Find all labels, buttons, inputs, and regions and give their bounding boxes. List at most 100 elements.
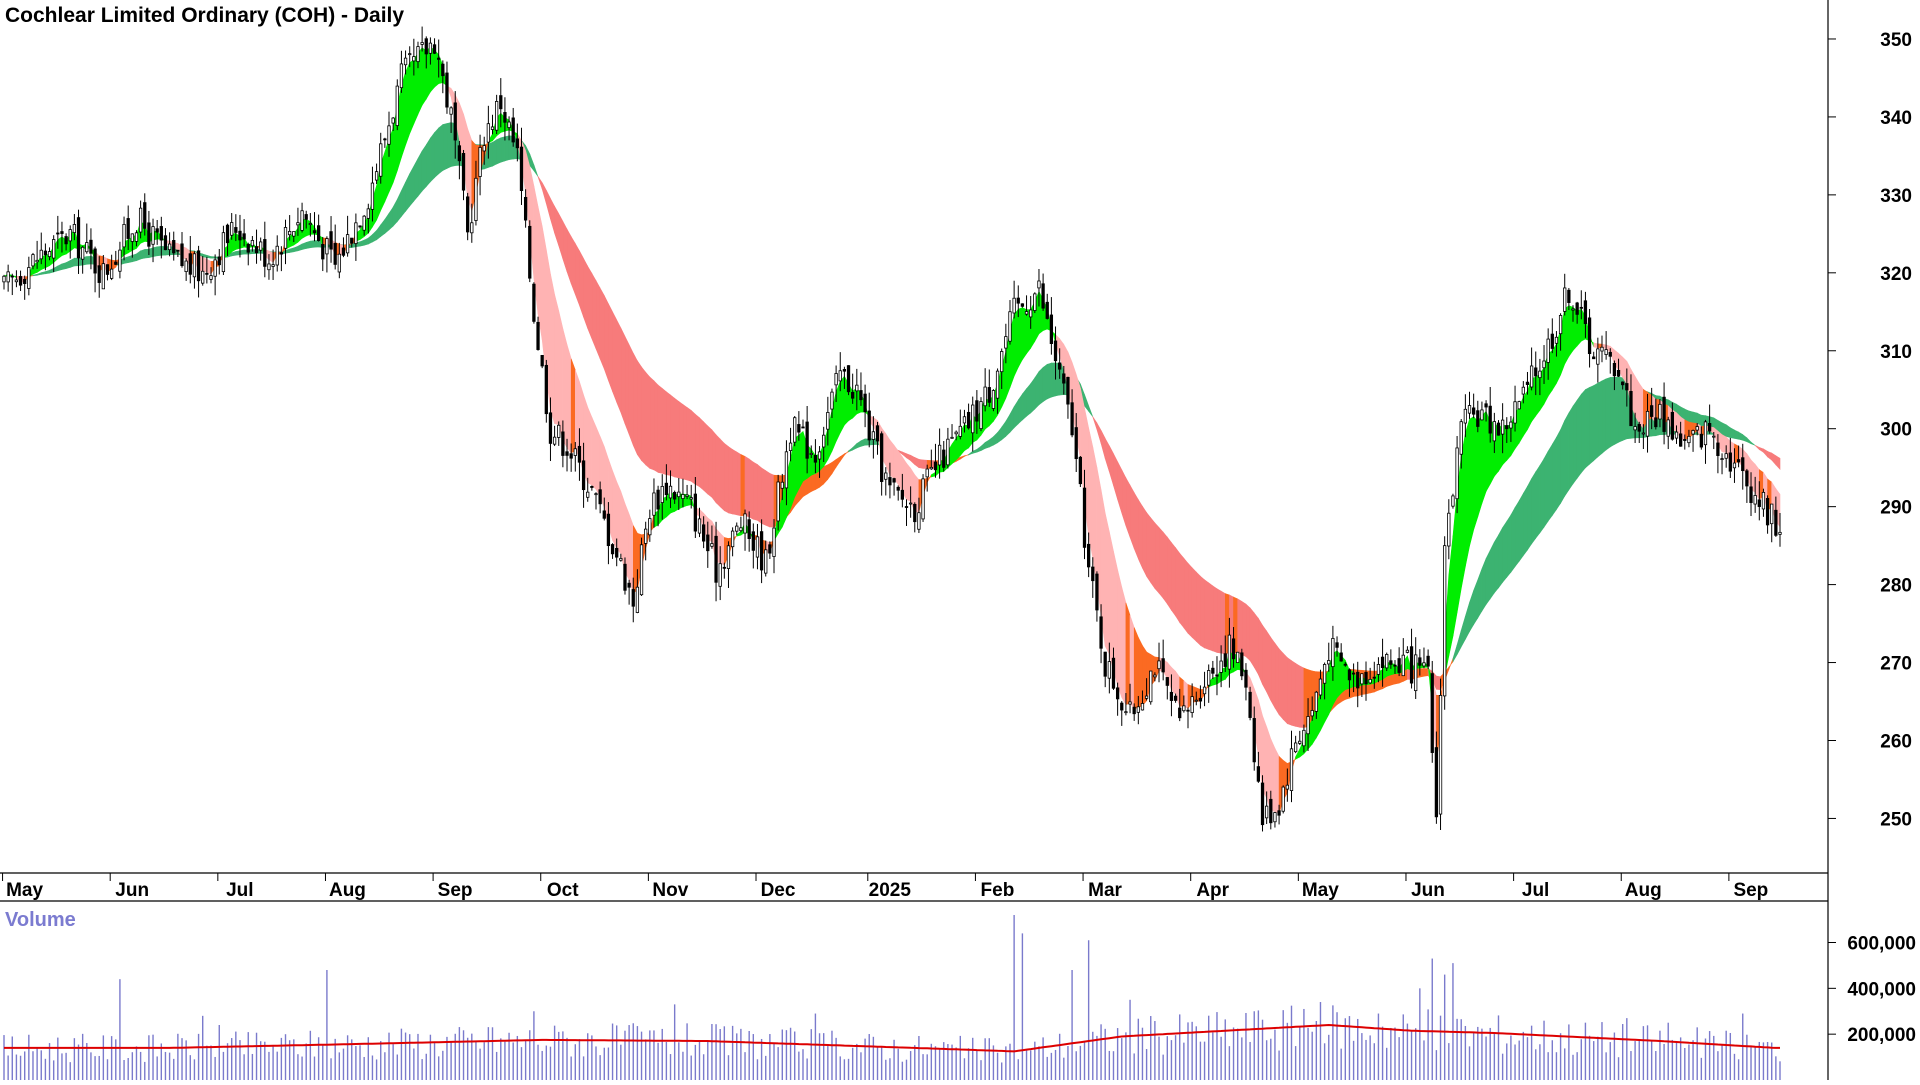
candle-body: [189, 254, 191, 275]
candle-body: [222, 233, 224, 272]
candle-body: [905, 507, 907, 508]
long-ribbon-segment: [1453, 645, 1457, 662]
candle-body: [744, 514, 746, 533]
candle-body: [847, 366, 849, 392]
candle-body: [239, 231, 241, 240]
short-ribbon-segment: [575, 370, 579, 456]
candle-body: [272, 265, 274, 267]
candle-body: [1775, 510, 1777, 535]
candle: [181, 232, 183, 268]
candle-body: [1377, 664, 1379, 674]
price-tick-label: 290: [1880, 498, 1912, 519]
long-ribbon-segment: [915, 458, 919, 468]
candle: [644, 522, 646, 561]
candle-body: [1621, 382, 1623, 385]
candle-body: [566, 452, 568, 456]
long-ribbon-segment: [1221, 591, 1225, 654]
long-ribbon-segment: [1267, 631, 1271, 700]
short-ribbon-segment: [1122, 587, 1126, 704]
candle: [1414, 637, 1416, 699]
candle-body: [1125, 712, 1127, 713]
candle: [1518, 401, 1520, 410]
candle: [1609, 348, 1611, 373]
candle-body: [694, 494, 696, 531]
candle-body: [644, 529, 646, 543]
candle-body: [789, 443, 791, 451]
candle-body: [379, 144, 381, 176]
candle-body: [831, 392, 833, 409]
candle-body: [276, 246, 278, 265]
long-ribbon-segment: [1176, 548, 1180, 623]
short-ribbon-segment: [571, 359, 575, 453]
candle: [384, 138, 386, 148]
long-ribbon-segment: [1250, 608, 1254, 667]
price-tick-label: 320: [1880, 264, 1912, 285]
candle: [1472, 394, 1474, 419]
short-ribbon-segment: [1536, 374, 1540, 416]
candle-body: [1170, 692, 1172, 700]
candle-body: [309, 223, 311, 224]
candle-body: [342, 248, 344, 255]
long-ribbon-segment: [1598, 381, 1602, 457]
long-ribbon-segment: [501, 137, 505, 162]
short-ribbon-segment: [1014, 309, 1018, 376]
candle-body: [1671, 412, 1673, 439]
short-ribbon-segment: [596, 427, 600, 497]
candle-body: [1489, 406, 1491, 433]
candle-body: [702, 525, 704, 541]
candle-body: [462, 153, 464, 190]
short-ribbon-segment: [1470, 417, 1474, 547]
candle-body: [586, 492, 588, 497]
long-ribbon-segment: [687, 408, 691, 482]
candle-body: [69, 230, 71, 241]
candle-body: [673, 492, 675, 499]
candle-body: [769, 545, 771, 553]
candle-body: [110, 269, 112, 278]
candle-body: [1713, 436, 1715, 437]
candle-body: [1038, 281, 1040, 288]
candle: [545, 360, 547, 423]
candle-body: [1067, 377, 1069, 404]
candle-body: [1742, 458, 1744, 471]
candle-body: [1547, 339, 1549, 362]
candle: [1241, 649, 1243, 680]
long-ribbon-segment: [1585, 387, 1589, 467]
long-ribbon-segment: [1594, 383, 1598, 460]
short-ribbon-segment: [269, 251, 273, 262]
long-ribbon-segment: [989, 437, 993, 447]
candle: [346, 216, 348, 257]
candle: [628, 580, 630, 605]
short-ribbon-segment: [629, 514, 633, 593]
candle: [1079, 456, 1081, 487]
long-ribbon-segment: [1109, 446, 1113, 486]
candle-body: [1199, 698, 1201, 701]
candle-body: [1282, 787, 1284, 811]
long-ribbon-segment: [302, 242, 306, 249]
long-ribbon-segment: [1507, 515, 1511, 577]
long-ribbon-segment: [1486, 550, 1490, 604]
candle-body: [657, 490, 659, 509]
short-ribbon-segment: [886, 434, 890, 475]
candle: [1439, 679, 1441, 830]
candle-body: [185, 261, 187, 272]
long-ribbon-segment: [1143, 506, 1147, 576]
long-ribbon-segment: [1171, 543, 1175, 616]
candle-body: [115, 262, 117, 264]
long-ribbon-segment: [716, 435, 720, 507]
long-ribbon-segment: [579, 251, 583, 317]
price-tick-label: 270: [1880, 654, 1912, 675]
candle-body: [1762, 492, 1764, 509]
candle-body: [1501, 420, 1503, 434]
candle-body: [305, 215, 307, 220]
candle-body: [624, 564, 626, 590]
short-ribbon-segment: [426, 47, 430, 99]
candle-body: [893, 479, 895, 483]
candle-body: [408, 54, 410, 55]
long-ribbon-segment: [1217, 589, 1221, 653]
candle-body: [73, 224, 75, 232]
long-ribbon-segment: [1449, 658, 1453, 669]
long-ribbon-segment: [1027, 384, 1031, 417]
candle: [537, 317, 539, 351]
candle: [992, 389, 994, 411]
short-ribbon-segment: [1089, 428, 1093, 558]
